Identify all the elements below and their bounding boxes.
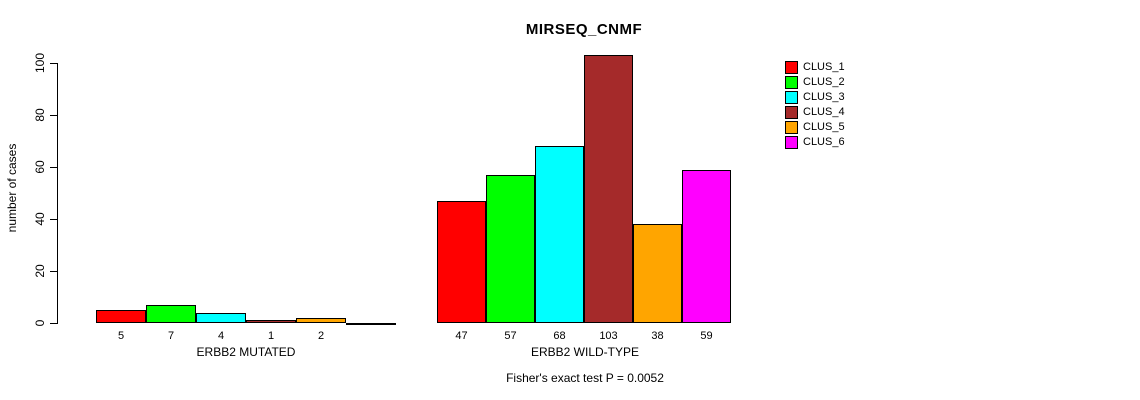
bar-erbb2-wild-type-clus-2 [486, 175, 535, 323]
bar-value-label: 38 [651, 330, 664, 342]
bar-erbb2-wild-type-clus-1 [437, 201, 486, 323]
legend-label-clus-2: CLUS_2 [803, 76, 845, 88]
legend-swatch-clus-2 [785, 76, 798, 89]
bar-value-label: 68 [553, 330, 566, 342]
legend-swatch-clus-5 [785, 121, 798, 134]
bar-value-label: 59 [700, 330, 713, 342]
legend-swatch-clus-1 [785, 61, 798, 74]
y-tick-label: 20 [33, 264, 47, 278]
legend-label-clus-5: CLUS_5 [803, 121, 845, 133]
y-axis-tick [50, 219, 57, 220]
bar-value-label: 47 [455, 330, 468, 342]
bar-erbb2-mutated-clus-5 [296, 318, 346, 323]
bar-erbb2-wild-type-clus-3 [535, 146, 584, 323]
bar-erbb2-mutated-clus-6 [346, 323, 396, 325]
bar-erbb2-wild-type-clus-4 [584, 55, 633, 323]
y-axis-label: number of cases [5, 143, 19, 233]
y-tick-label: 60 [33, 160, 47, 174]
y-axis-line [57, 63, 58, 324]
bar-erbb2-mutated-clus-1 [96, 310, 146, 323]
bar-value-label: 5 [117, 330, 125, 342]
y-tick-label: 100 [33, 52, 47, 74]
y-axis-tick [50, 115, 57, 116]
legend-label-clus-1: CLUS_1 [803, 61, 845, 73]
legend-swatch-clus-3 [785, 91, 798, 104]
bar-erbb2-mutated-clus-3 [196, 313, 246, 323]
bar-erbb2-mutated-clus-2 [146, 305, 196, 323]
legend-swatch-clus-6 [785, 136, 798, 149]
bar-value-label: 103 [599, 330, 618, 342]
y-tick-label: 80 [33, 108, 47, 122]
legend-label-clus-6: CLUS_6 [803, 136, 845, 148]
bar-erbb2-wild-type-clus-5 [633, 224, 682, 323]
y-axis-tick [50, 63, 57, 64]
y-tick-label: 40 [33, 212, 47, 226]
y-tick-label: 0 [33, 319, 47, 327]
bar-erbb2-mutated-clus-4 [246, 320, 296, 323]
bar-value-label: 1 [267, 330, 275, 342]
bar-erbb2-wild-type-clus-6 [682, 170, 731, 323]
group-label-erbb2-wild-type: ERBB2 WILD-TYPE [530, 345, 640, 359]
bar-value-label: 4 [217, 330, 225, 342]
bar-value-label: 7 [167, 330, 175, 342]
bar-value-label: 2 [317, 330, 325, 342]
chart-title: MIRSEQ_CNMF [525, 21, 643, 38]
legend-label-clus-3: CLUS_3 [803, 91, 845, 103]
y-axis-tick [50, 167, 57, 168]
legend-label-clus-4: CLUS_4 [803, 106, 845, 118]
legend-swatch-clus-4 [785, 106, 798, 119]
y-axis-tick [50, 271, 57, 272]
fisher-test-annotation: Fisher's exact test P = 0.0052 [506, 371, 664, 385]
group-label-erbb2-mutated: ERBB2 MUTATED [196, 345, 296, 359]
bar-value-label: 57 [504, 330, 517, 342]
y-axis-tick [50, 323, 57, 324]
